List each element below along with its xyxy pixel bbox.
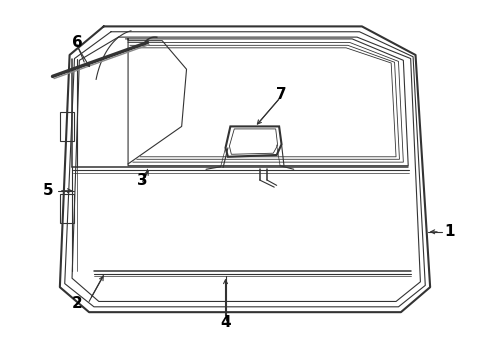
- Text: 2: 2: [72, 296, 82, 311]
- Text: 4: 4: [220, 315, 231, 330]
- Text: 3: 3: [137, 172, 148, 188]
- Text: 1: 1: [444, 224, 455, 239]
- Text: 7: 7: [276, 87, 287, 102]
- Text: 5: 5: [42, 183, 53, 198]
- Text: 6: 6: [72, 35, 82, 50]
